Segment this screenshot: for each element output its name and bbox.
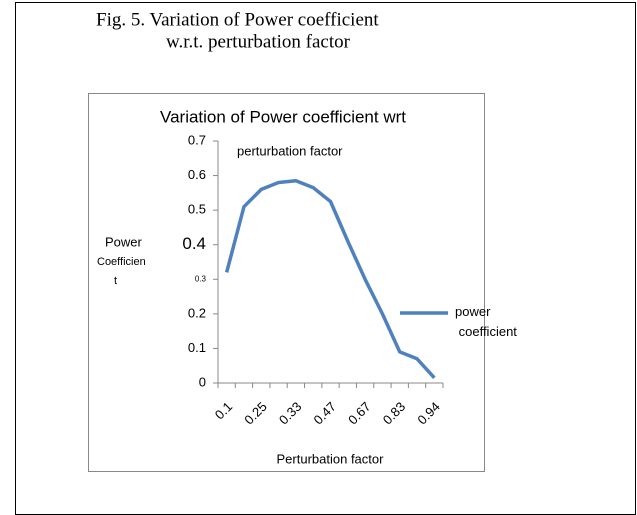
chart-title: perturbation factor — [237, 143, 343, 158]
x-tick-label: 0.25 — [241, 399, 270, 428]
x-tick-label: 0.83 — [380, 399, 409, 428]
y-tick-label: 0.2 — [188, 305, 206, 320]
y-tick-label: 0.5 — [188, 202, 206, 217]
caption-line: w.r.t. perturbation factor — [166, 31, 351, 52]
chart-title: Variation of Power coefficient wrt — [160, 107, 406, 126]
y-tick-label: 0.7 — [188, 132, 206, 147]
y-tick-label: 0.6 — [188, 167, 206, 182]
data-line — [224, 179, 436, 379]
caption-line: Fig. 5. Variation of Power coefficient — [96, 9, 379, 30]
y-tick-label: 0.1 — [188, 340, 206, 355]
y-tick-label: 0.3 — [195, 274, 207, 283]
x-tick-label: 0.47 — [311, 399, 340, 428]
y-axis-label: Coefficien — [97, 256, 146, 268]
x-tick-label: 0.94 — [414, 399, 443, 428]
chart-border — [88, 93, 485, 472]
x-tick-label: 0.1 — [212, 399, 235, 422]
x-tick-label: 0.33 — [276, 399, 305, 428]
legend-label: power coefficient — [455, 304, 517, 339]
y-tick-label: 0.4 — [182, 234, 206, 253]
y-axis-label: Power — [105, 234, 143, 249]
x-axis-label: Perturbation factor — [277, 451, 385, 466]
x-tick-label: 0.67 — [345, 399, 374, 428]
y-tick-label: 0 — [199, 374, 206, 389]
y-axis-label: t — [114, 275, 117, 287]
